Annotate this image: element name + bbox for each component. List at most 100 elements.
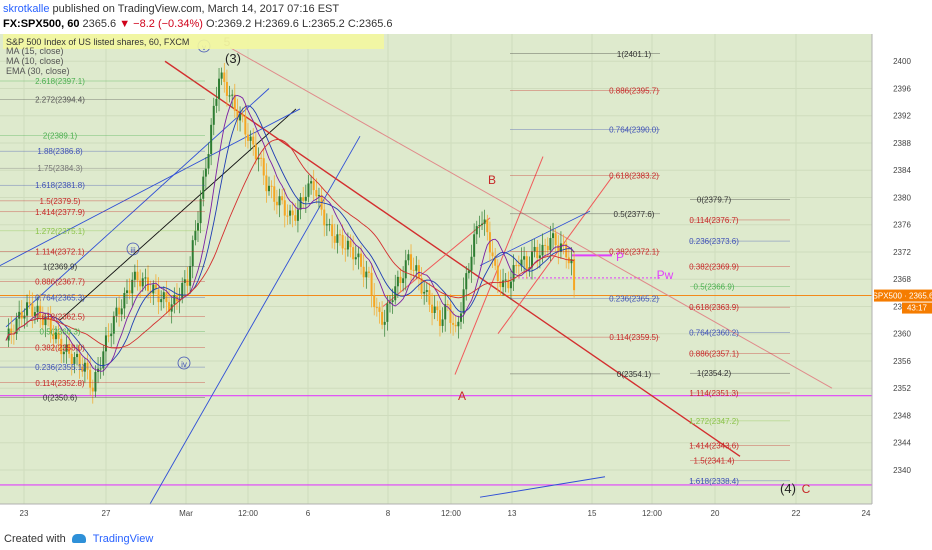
candle-body [410, 254, 413, 270]
candle-body [33, 312, 36, 316]
candle-body [125, 290, 128, 293]
wave-label: (4) [780, 481, 796, 496]
trend-line [59, 108, 297, 321]
plot-area[interactable] [0, 34, 872, 504]
candle-body [375, 307, 378, 309]
candle-body [488, 232, 491, 253]
candle-body [475, 226, 478, 235]
magenta-zones [0, 254, 872, 486]
candle-body [76, 353, 79, 358]
candle-body [78, 353, 81, 367]
candle-body [41, 316, 44, 326]
candle-body [494, 256, 497, 266]
candle-body [559, 243, 562, 252]
candle-body [244, 116, 247, 135]
candle-body [260, 157, 263, 159]
candle-body [28, 302, 31, 304]
fib-label: 0.382(2369.9) [689, 262, 739, 271]
candle-body [328, 224, 331, 226]
price-tick-label: 2368 [893, 275, 911, 284]
candle-body [141, 278, 144, 287]
fib-label: 1.618(2381.8) [35, 181, 85, 190]
time-axis-bg [0, 504, 872, 527]
candle-body [39, 305, 42, 317]
time-tick-label: 15 [588, 509, 597, 518]
candle-body [262, 158, 265, 176]
candle-body [352, 247, 355, 260]
price-change: −8.2 (−0.34%) [133, 18, 203, 30]
author-link[interactable]: skrotkalle [3, 3, 50, 15]
wave-label: P [616, 250, 624, 264]
fib-label: 0.114(2352.8) [35, 379, 85, 388]
chart-legend: S&P 500 Index of US listed shares, 60, F… [3, 34, 384, 76]
fib-label: 0.764(2360.2) [689, 328, 739, 337]
price-tick-label: 2396 [893, 84, 911, 93]
candle-body [362, 266, 365, 278]
fib-label: 1.414(2377.9) [35, 208, 85, 217]
wave-circle [177, 356, 191, 370]
candle-body [517, 265, 520, 267]
candle-body [173, 295, 176, 305]
fib-label: 0.5(2360.3) [40, 328, 81, 337]
candle-body [428, 290, 431, 305]
candle-body [212, 105, 215, 125]
candle-body [415, 265, 418, 271]
fib-label: 2.272(2394.4) [35, 95, 85, 104]
candle-body [381, 311, 384, 325]
price-chart[interactable]: 2.618(2397.1) 2.272(2394.4) 2(2389.1) 1.88(… [0, 34, 932, 527]
fib-label: 1.5(2379.5) [40, 197, 81, 206]
candle-body [168, 302, 171, 312]
candle-body [496, 265, 499, 282]
candle-body [220, 72, 223, 79]
candle-body [204, 168, 207, 177]
fib-label: 2.618(2397.1) [35, 77, 85, 86]
candle-body [278, 196, 281, 206]
candle-body [207, 154, 210, 169]
fib-levels: 2.618(2397.1) 2.272(2394.4) 2(2389.1) 1.88(… [0, 50, 790, 486]
wave-label: iv [181, 360, 187, 369]
countdown-label: 43:17 [907, 304, 928, 313]
price-tick-label: 2388 [893, 139, 911, 148]
tradingview-logo-icon [71, 534, 86, 543]
candle-body [189, 266, 192, 286]
fib-label: 0.618(2362.5) [35, 313, 85, 322]
wave-label: B [488, 173, 496, 187]
countdown-tag [902, 302, 932, 314]
candle-body [370, 272, 373, 296]
candle-body [210, 124, 213, 155]
time-axis[interactable]: 23 27 Mar 12:00 6 8 12:00 13 15 12:00 20 22 24 [0, 503, 872, 527]
candle-body [265, 175, 268, 192]
candle-body [378, 307, 381, 312]
trend-line [0, 108, 301, 266]
candle-body [47, 317, 50, 319]
candle-body [491, 252, 494, 257]
price-axis[interactable]: 2340234423482352235623602364236823722376… [871, 34, 932, 527]
fib-label: 1.88(2386.8) [37, 147, 83, 156]
candle-body [99, 368, 102, 370]
tradingview-brand[interactable]: TradingView [92, 533, 154, 545]
candle-body [344, 248, 347, 250]
candle-body [120, 308, 123, 315]
candle-body [136, 271, 139, 281]
candle-body [254, 144, 257, 160]
time-tick-label: 12:00 [238, 509, 259, 518]
candle-body [507, 279, 510, 289]
candle-body [107, 335, 110, 337]
candle-body [118, 307, 121, 315]
candle-body [562, 243, 565, 245]
candle-body [186, 279, 189, 286]
time-tick-label: Mar [179, 509, 193, 518]
wave-label: C [802, 482, 811, 496]
candle-body [162, 292, 165, 300]
candle-body [115, 307, 118, 316]
candle-body [112, 315, 115, 334]
candle-body [454, 324, 457, 327]
candle-body [215, 98, 218, 106]
candle-body [299, 197, 302, 210]
candle-body [467, 270, 470, 274]
fib-label: 0.382(2372.1) [609, 247, 659, 256]
fib-label: 0.886(2367.7) [35, 277, 85, 286]
fib-label: 1(2401.1) [617, 50, 652, 59]
candle-body [73, 357, 76, 364]
fib-label: 1(2369.9) [43, 262, 78, 271]
